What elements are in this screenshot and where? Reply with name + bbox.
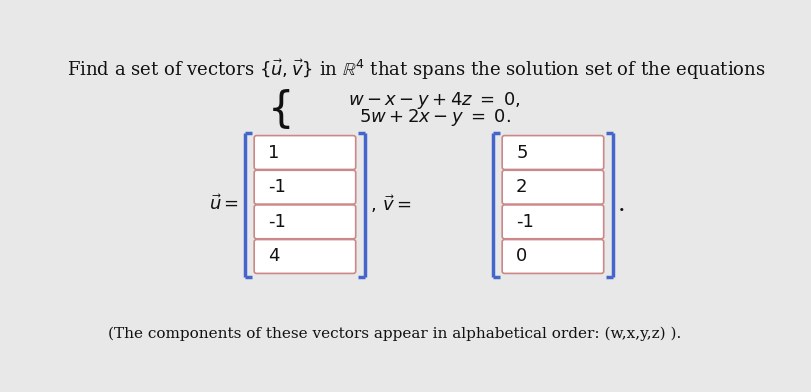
Text: 1: 1 [268, 143, 279, 162]
Text: 0: 0 [516, 247, 526, 265]
Text: $\vec{u} =$: $\vec{u} =$ [208, 194, 238, 214]
Text: -1: -1 [268, 213, 285, 231]
Text: (The components of these vectors appear in alphabetical order: (w,x,y,z) ).: (The components of these vectors appear … [108, 327, 680, 341]
FancyBboxPatch shape [254, 240, 355, 274]
Text: 5: 5 [516, 143, 527, 162]
Text: -1: -1 [268, 178, 285, 196]
FancyBboxPatch shape [501, 205, 603, 239]
FancyBboxPatch shape [254, 136, 355, 169]
Text: $w - x - y + 4z \;=\; 0,$: $w - x - y + 4z \;=\; 0,$ [348, 90, 521, 111]
FancyBboxPatch shape [501, 170, 603, 204]
FancyBboxPatch shape [501, 136, 603, 169]
Text: 2: 2 [516, 178, 527, 196]
Text: 4: 4 [268, 247, 279, 265]
Text: .: . [617, 193, 624, 216]
Text: -1: -1 [516, 213, 534, 231]
FancyBboxPatch shape [254, 170, 355, 204]
FancyBboxPatch shape [501, 240, 603, 274]
Text: $\{$: $\{$ [266, 87, 290, 131]
Text: $,\, \vec{v} =$: $,\, \vec{v} =$ [369, 194, 410, 216]
FancyBboxPatch shape [254, 205, 355, 239]
Text: $5w + 2x - y \;=\; 0.$: $5w + 2x - y \;=\; 0.$ [358, 107, 510, 129]
Text: Find a set of vectors $\{\vec{u}, \vec{v}\}$ in $\mathbb{R}^4$ that spans the so: Find a set of vectors $\{\vec{u}, \vec{v… [67, 58, 765, 82]
